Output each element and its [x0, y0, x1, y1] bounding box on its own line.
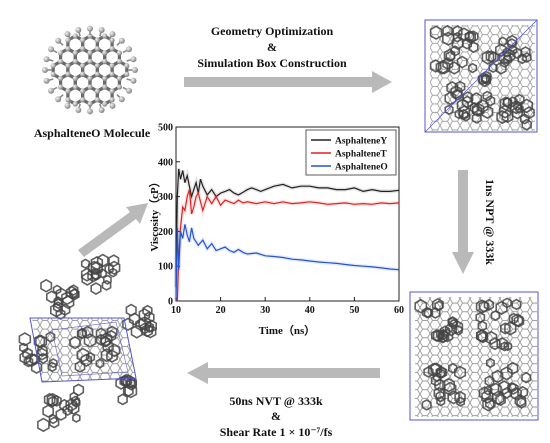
legend-label-0: AsphalteneY [335, 137, 387, 147]
diagonal-arrow-icon [78, 203, 148, 257]
step1-label-line2: & [267, 40, 277, 54]
y-tick-label: 400 [158, 157, 173, 168]
x-tick-label: 10 [171, 305, 181, 316]
x-tick-label: 40 [305, 305, 315, 316]
left-arrow-icon [187, 362, 380, 384]
step3-label-line2: & [271, 409, 281, 423]
legend-label-2: AsphalteneO [335, 163, 388, 173]
series-line-2 [175, 224, 400, 302]
y-tick-label: 300 [158, 192, 173, 203]
step3-label-line1: 50ns NVT @ 333k [229, 394, 323, 408]
viscosity-chart: 10 20 30 40 50 60 0 100 200 300 400 500 Time（ns） Vi… [148, 123, 404, 338]
step1-label-line1: Geometry Optimization [211, 24, 334, 38]
step2-label: 1ns NPT @ 333k [483, 179, 497, 265]
asphaltene-molecule-image [42, 25, 138, 115]
y-axis-label: Viscosity（cP） [148, 176, 161, 251]
molecule-label: AsphalteneO Molecule [34, 126, 151, 140]
legend-label-1: AsphalteneT [335, 150, 387, 160]
down-arrow-icon [452, 170, 474, 274]
x-tick-label: 30 [260, 305, 270, 316]
y-tick-label: 200 [158, 227, 173, 238]
x-tick-label: 50 [349, 305, 359, 316]
step3-label-line3: Shear Rate 1 × 10⁻⁷/fs [220, 425, 333, 439]
simulation-box-sheared [18, 253, 157, 433]
right-arrow-icon [184, 71, 392, 93]
x-tick-label: 60 [394, 305, 404, 316]
y-tick-label: 500 [158, 123, 173, 134]
simulation-box-initial [424, 19, 538, 133]
series-line-1 [175, 189, 400, 302]
simulation-box-equilibrated [409, 291, 539, 421]
chart-legend: AsphalteneY AsphalteneT AsphalteneO [305, 129, 397, 176]
x-tick-label: 20 [216, 305, 226, 316]
step1-label-line3: Simulation Box Construction [197, 56, 347, 70]
series-line-0 [175, 168, 400, 288]
y-tick-label: 0 [168, 297, 173, 308]
x-axis-label: Time（ns） [259, 324, 316, 337]
y-tick-label: 100 [158, 262, 173, 273]
